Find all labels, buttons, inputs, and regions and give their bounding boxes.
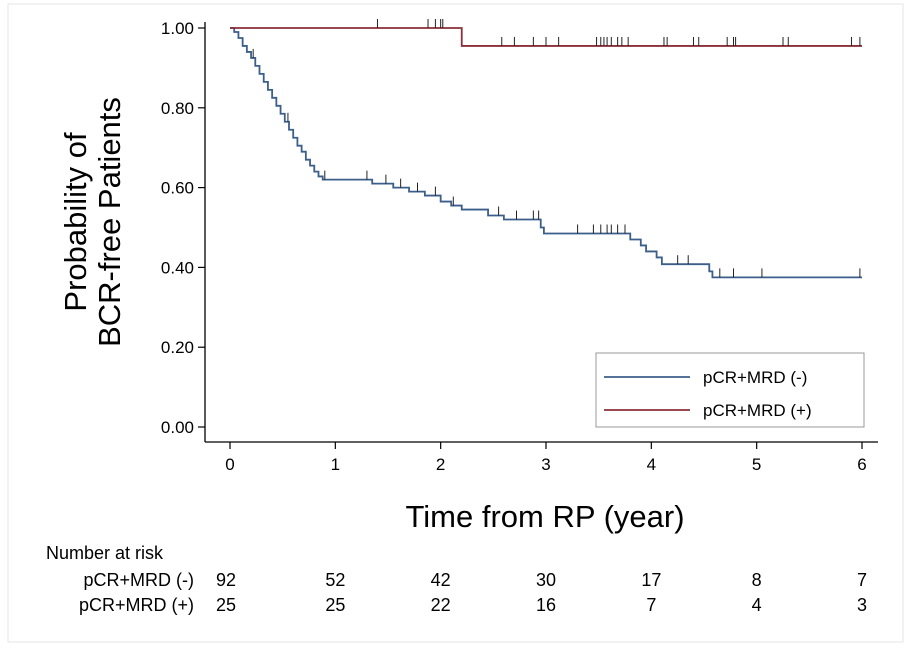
risk-count: 25 — [216, 595, 236, 615]
risk-count: 4 — [752, 595, 762, 615]
risk-count: 17 — [641, 570, 661, 590]
risk-count: 52 — [325, 570, 345, 590]
x-tick-label: 2 — [436, 455, 445, 474]
x-tick-label: 6 — [857, 455, 866, 474]
legend-label-1: pCR+MRD (-) — [703, 368, 807, 387]
risk-table: Number at risk pCR+MRD (-) 92 52 42 30 17 8 7 pCR… — [46, 543, 867, 615]
y-tick-label: 0.80 — [161, 99, 194, 118]
risk-count: 22 — [431, 595, 451, 615]
legend-label-2: pCR+MRD (+) — [703, 401, 812, 420]
risk-count: 7 — [857, 570, 867, 590]
series-line-1 — [230, 27, 862, 279]
x-tick-label: 1 — [331, 455, 340, 474]
risk-count: 3 — [857, 595, 867, 615]
y-axis-title-line1: Probability of — [58, 132, 93, 312]
risk-table-title: Number at risk — [46, 543, 164, 563]
figure-border — [7, 3, 904, 643]
x-tick-label: 4 — [647, 455, 656, 474]
y-tick-label: 0.00 — [161, 418, 194, 437]
legend: pCR+MRD (-) pCR+MRD (+) — [595, 352, 865, 428]
y-tick-label: 0.60 — [161, 179, 194, 198]
x-tick-label: 5 — [752, 455, 761, 474]
y-tick-label: 1.00 — [161, 19, 194, 38]
risk-count: 42 — [431, 570, 451, 590]
series-line-2 — [230, 27, 862, 47]
risk-count: 92 — [216, 570, 236, 590]
y-axis-title-line2: BCR-free Patients — [92, 97, 127, 347]
x-tick-label: 0 — [225, 455, 234, 474]
risk-count: 7 — [646, 595, 656, 615]
risk-count: 30 — [536, 570, 556, 590]
legend-box — [595, 352, 865, 428]
axes-group: 0.00 0.20 0.40 0.60 0.80 1.00 0 1 2 3 4 5 6 Time from… — [58, 19, 878, 534]
y-tick-label: 0.40 — [161, 258, 194, 277]
x-axis-title: Time from RP (year) — [405, 499, 684, 534]
y-tick-label: 0.20 — [161, 338, 194, 357]
risk-count: 16 — [536, 595, 556, 615]
risk-row-label-1: pCR+MRD (-) — [84, 570, 195, 590]
curves-group — [230, 19, 862, 279]
risk-count: 25 — [325, 595, 345, 615]
risk-count: 8 — [752, 570, 762, 590]
risk-row-label-2: pCR+MRD (+) — [79, 595, 194, 615]
x-tick-label: 3 — [541, 455, 550, 474]
